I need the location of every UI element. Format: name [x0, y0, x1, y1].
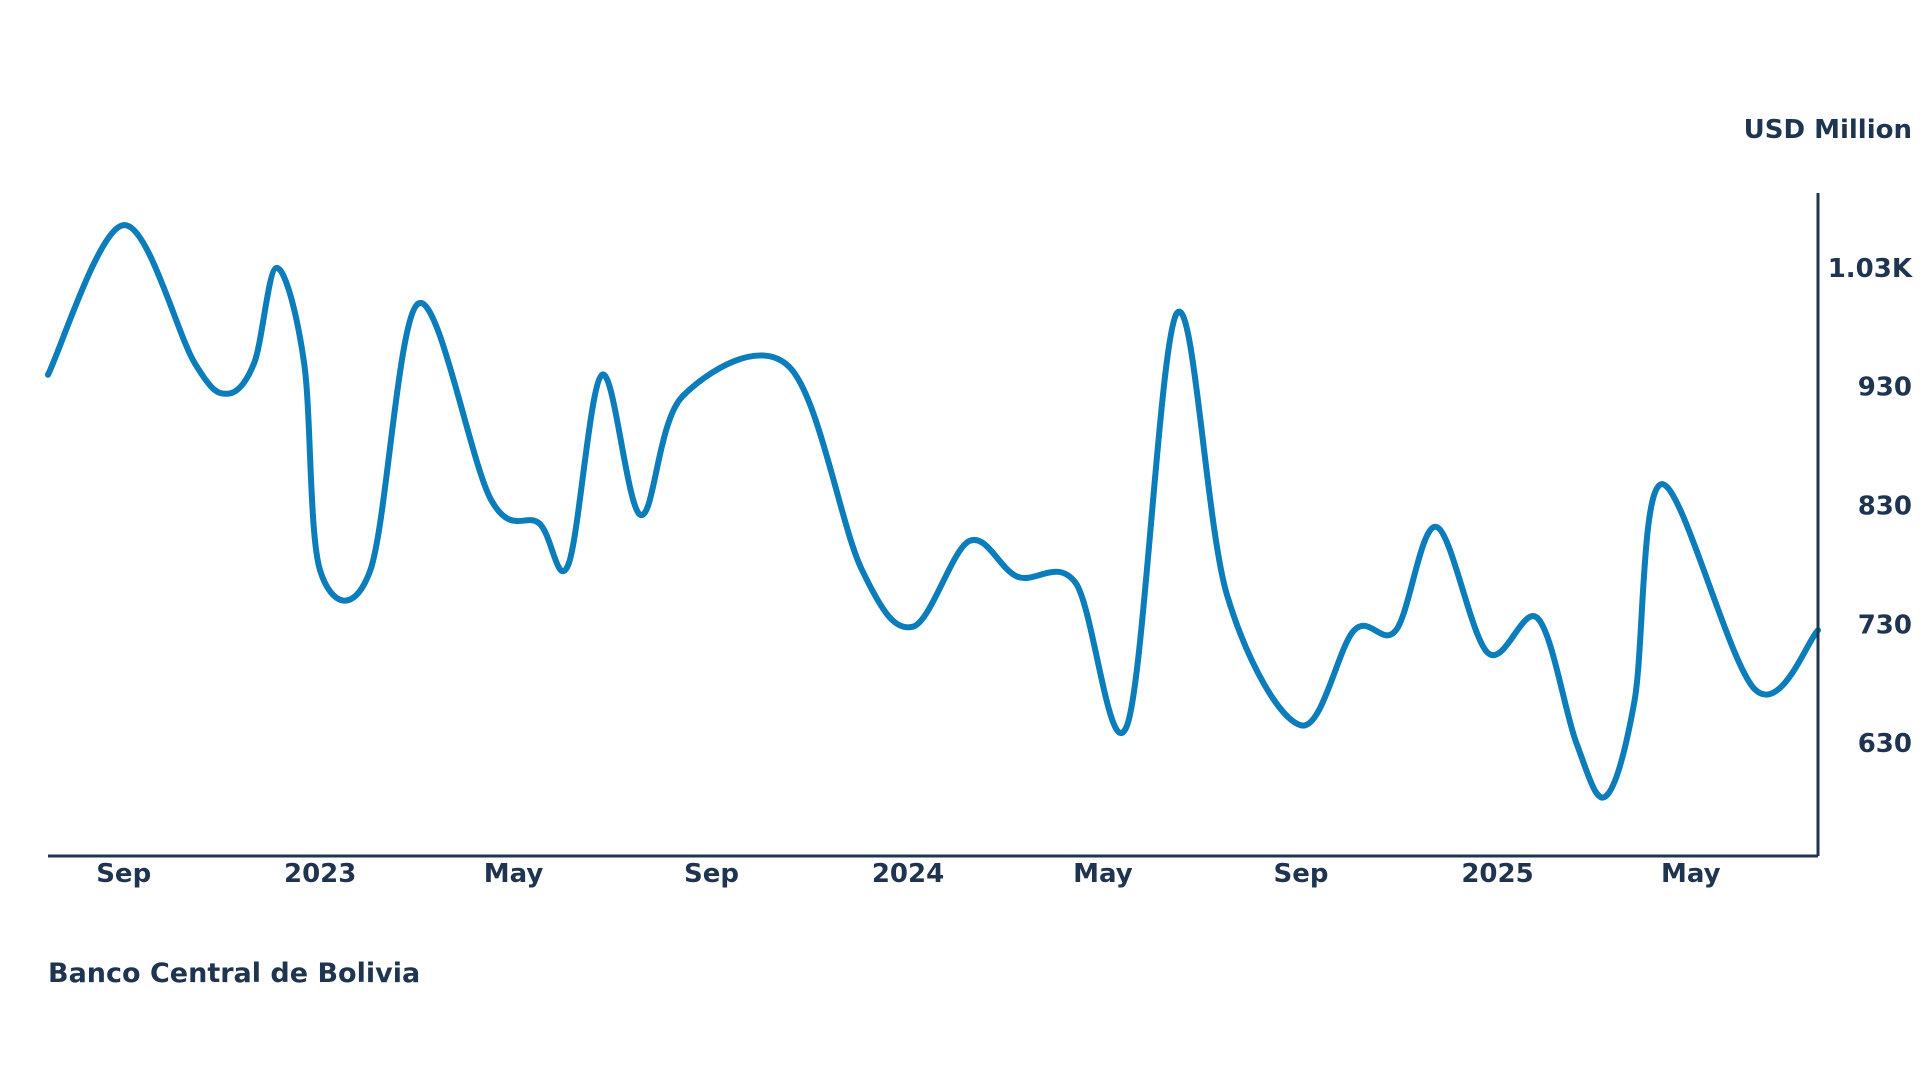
x-tick-label: Sep [684, 859, 739, 889]
x-axis-ticks: Sep 2023 May Sep 2024 May Sep 2025 May [96, 859, 1720, 889]
y-tick-label: 830 [1858, 492, 1912, 522]
x-tick-label: 2023 [284, 859, 356, 889]
source-label: Banco Central de Bolivia [48, 958, 421, 989]
y-axis-unit-label: USD Million [1744, 115, 1912, 145]
y-tick-label: 630 [1858, 729, 1912, 759]
y-tick-label: 730 [1858, 610, 1912, 640]
x-tick-label: May [1661, 859, 1721, 889]
y-tick-label: 1.03K [1828, 254, 1913, 284]
x-tick-label: May [1073, 859, 1133, 889]
x-tick-label: May [484, 859, 544, 889]
x-tick-label: Sep [96, 859, 151, 889]
x-tick-label: Sep [1274, 859, 1329, 889]
x-tick-label: 2025 [1461, 859, 1533, 889]
x-tick-label: 2024 [872, 859, 944, 889]
y-axis-ticks: 630 730 830 930 1.03K [1828, 254, 1913, 759]
series-line [45, 222, 1821, 801]
y-tick-label: 930 [1858, 373, 1912, 403]
